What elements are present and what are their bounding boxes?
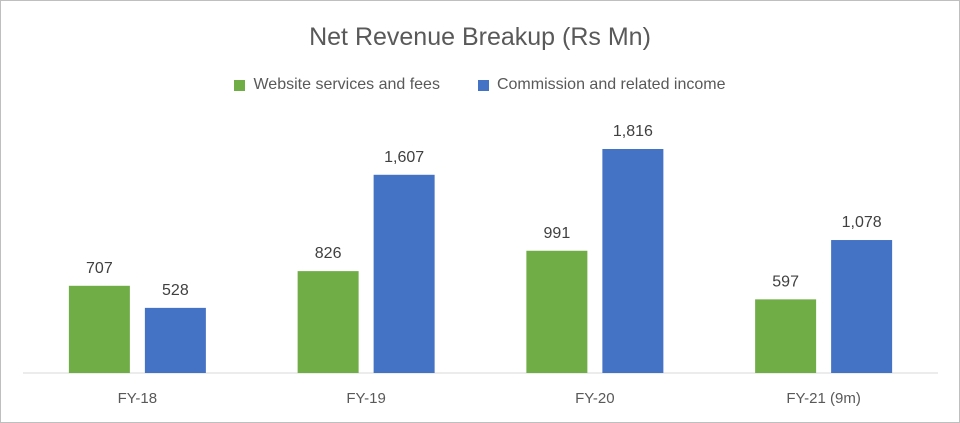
data-label-commission-3: 1,078 <box>842 214 882 231</box>
bar-commission-0 <box>144 307 206 373</box>
legend-label-website: Website services and fees <box>253 76 440 93</box>
bar-website-3 <box>755 299 817 373</box>
data-label-commission-0: 528 <box>162 282 189 299</box>
bar-website-1 <box>297 271 359 373</box>
chart-legend: Website services and fees Commission and… <box>1 76 959 94</box>
bar-commission-2 <box>602 149 664 373</box>
x-tick-label-2: FY-20 <box>575 390 614 407</box>
data-label-website-0: 707 <box>86 260 113 277</box>
data-label-commission-2: 1,816 <box>613 123 653 140</box>
legend-label-commission: Commission and related income <box>496 76 726 93</box>
x-tick-label-3: FY-21 (9m) <box>786 390 860 407</box>
bar-website-0 <box>68 285 130 373</box>
bar-commission-3 <box>831 240 893 373</box>
bar-website-2 <box>526 250 588 373</box>
x-tick-label-1: FY-19 <box>346 390 385 407</box>
legend-swatch-commission <box>477 79 489 91</box>
bar-commission-1 <box>373 174 435 373</box>
x-tick-label-0: FY-18 <box>118 390 157 407</box>
chart-title: Net Revenue Breakup (Rs Mn) <box>309 23 651 51</box>
data-label-website-3: 597 <box>772 273 799 290</box>
legend-swatch-website <box>234 79 246 91</box>
data-label-commission-1: 1,607 <box>384 149 424 166</box>
legend-item-website: Website services and fees <box>234 76 440 94</box>
data-label-website-1: 826 <box>315 245 342 262</box>
data-label-website-2: 991 <box>544 225 571 242</box>
legend-item-commission: Commission and related income <box>477 76 726 94</box>
